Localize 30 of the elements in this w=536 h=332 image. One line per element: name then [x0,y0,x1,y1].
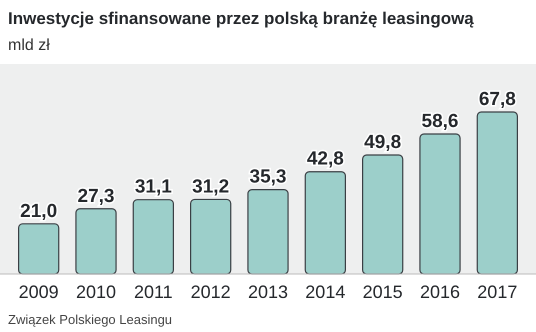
x-tick-label: 2009 [18,282,59,302]
data-label: 21,0 [20,200,58,222]
chart-title: Inwestycje sfinansowane przez polską branżę leasingową [8,9,474,28]
data-label: 42,8 [306,148,344,170]
x-tick-label: 2016 [420,282,460,302]
bar [75,208,117,275]
data-label: 27,3 [78,186,114,207]
text: Związek Polskiego Leasingu [8,312,172,327]
data-label: 31,2 [192,176,230,198]
x-tick-label: 2014 [305,282,346,302]
data-label: 35,3 [250,166,286,188]
bar [247,189,289,275]
data-label: 58,6 [422,110,458,132]
bar [362,154,404,275]
x-tick-label: 2013 [248,282,288,302]
bar [476,111,518,275]
chart-subtitle: mld zł [8,37,50,54]
bar [18,223,60,275]
x-tick-label: 2017 [477,282,518,302]
bar [132,199,174,275]
x-tick-label: 2012 [190,282,231,302]
bar [419,133,461,275]
bar [190,198,232,275]
data-label: 31,1 [134,176,172,198]
bar [304,171,346,275]
x-tick-label: 2011 [134,282,173,302]
x-tick-label: 2010 [76,282,116,302]
x-tick-label: 2015 [362,282,403,302]
data-label: 67,8 [478,89,516,110]
data-label: 49,8 [364,132,402,154]
